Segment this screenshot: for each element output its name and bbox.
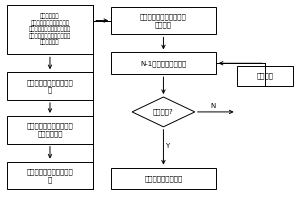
Text: 方式调整: 方式调整	[256, 73, 274, 79]
FancyBboxPatch shape	[7, 5, 93, 54]
Polygon shape	[132, 97, 195, 127]
Text: 生成负荷典型运行方式场
景: 生成负荷典型运行方式场 景	[27, 79, 73, 93]
FancyBboxPatch shape	[7, 72, 93, 100]
Text: 输入原始信息
相关断面及其运行区间、电
类型及装机、最大负荷、直流
量、风光新能源出力及负荷历
史年运行数据: 输入原始信息 相关断面及其运行区间、电 类型及装机、最大负荷、直流 量、风光新能…	[29, 14, 71, 45]
Text: Y: Y	[166, 143, 170, 149]
FancyBboxPatch shape	[7, 162, 93, 189]
Text: 输出典型方式场景集: 输出典型方式场景集	[144, 175, 183, 182]
Text: 生成交直流关键断面典型
运行方式场景: 生成交直流关键断面典型 运行方式场景	[27, 123, 73, 137]
FancyBboxPatch shape	[111, 7, 216, 34]
FancyBboxPatch shape	[111, 168, 216, 189]
FancyBboxPatch shape	[7, 116, 93, 144]
Text: 安全稳定?: 安全稳定?	[153, 109, 174, 115]
Text: N: N	[210, 103, 215, 109]
FancyBboxPatch shape	[111, 52, 216, 74]
FancyBboxPatch shape	[237, 66, 293, 86]
Text: 生成新能源发电典型运行
方式场景: 生成新能源发电典型运行 方式场景	[140, 13, 187, 28]
Text: 生成水电典型运行方式场
景: 生成水电典型运行方式场 景	[27, 168, 73, 183]
Text: N-1故障安全稳定评估: N-1故障安全稳定评估	[140, 60, 187, 67]
